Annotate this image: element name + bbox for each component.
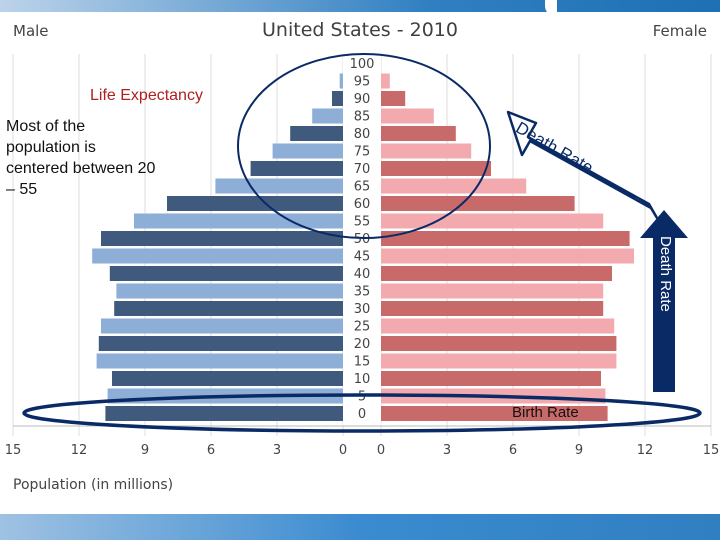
age-label-100: 100 — [350, 57, 375, 72]
male-bar-age-50 — [101, 231, 343, 246]
male-bar-age-55 — [134, 213, 343, 229]
female-bar-age-60 — [381, 196, 575, 211]
female-tick-label-4: 12 — [637, 443, 654, 458]
male-bar-age-20 — [98, 336, 343, 351]
age-label-95: 95 — [354, 75, 371, 90]
female-label: Female — [652, 22, 707, 40]
male-bar-age-70 — [250, 161, 343, 176]
female-bar-age-80 — [381, 126, 456, 141]
life-expectancy-label: Life Expectancy — [90, 87, 203, 104]
female-bar-age-70 — [381, 161, 491, 176]
female-bar-age-45 — [381, 248, 634, 264]
male-bar-age-80 — [290, 126, 343, 141]
female-bar-age-15 — [381, 353, 617, 369]
age-label-35: 35 — [354, 285, 371, 300]
age-label-20: 20 — [354, 337, 371, 352]
female-bar-age-50 — [381, 231, 630, 246]
life-expectancy-ellipse — [237, 53, 491, 239]
birth-rate-ellipse — [22, 393, 702, 433]
age-label-80: 80 — [354, 127, 371, 142]
male-tick-label-0: 15 — [5, 443, 22, 458]
female-tick-label-5: 15 — [703, 443, 720, 458]
female-bar-age-90 — [381, 91, 406, 106]
female-tick-label-0: 0 — [377, 443, 385, 458]
slide-bottom-band — [0, 514, 720, 540]
female-tick-label-2: 6 — [509, 443, 517, 458]
male-tick-label-2: 9 — [141, 443, 149, 458]
death-rate-vertical-label: Death Rate — [657, 236, 674, 312]
male-bar-age-65 — [215, 178, 343, 194]
female-bar-age-30 — [381, 301, 604, 316]
female-bar-age-10 — [381, 371, 601, 386]
male-bar-age-10 — [112, 371, 343, 386]
male-bar-age-90 — [332, 91, 343, 106]
age-axis-column — [343, 54, 381, 426]
age-label-10: 10 — [354, 372, 371, 387]
age-label-40: 40 — [354, 267, 371, 282]
male-tick-label-4: 3 — [273, 443, 281, 458]
male-bar-age-85 — [312, 108, 343, 124]
male-bar-age-45 — [92, 248, 343, 264]
male-tick-label-1: 12 — [71, 443, 88, 458]
male-bar-age-35 — [116, 283, 344, 299]
death-rate-diagonal-arrow — [506, 110, 659, 220]
female-tick-label-3: 9 — [575, 443, 583, 458]
female-bar-age-75 — [381, 143, 472, 159]
male-tick-label-5: 0 — [339, 443, 347, 458]
female-bar-age-35 — [381, 283, 604, 299]
male-bar-age-95 — [339, 73, 343, 89]
age-label-65: 65 — [354, 180, 371, 195]
female-bar-age-55 — [381, 213, 604, 229]
female-bar-age-25 — [381, 318, 615, 334]
death-rate-vertical-arrow — [640, 210, 688, 392]
male-bar-age-75 — [272, 143, 343, 159]
female-bar-age-20 — [381, 336, 617, 351]
age-label-15: 15 — [354, 355, 371, 370]
male-bar-age-0 — [105, 406, 344, 421]
age-label-0: 0 — [358, 407, 366, 422]
population-summary-note: Most of the population is centered betwe… — [6, 118, 156, 198]
male-label: Male — [13, 22, 49, 40]
age-label-5: 5 — [358, 390, 366, 405]
age-label-30: 30 — [354, 302, 371, 317]
male-bar-age-15 — [96, 353, 343, 369]
age-label-85: 85 — [354, 110, 371, 125]
female-bar-age-0 — [381, 406, 608, 421]
female-bar-age-40 — [381, 266, 612, 281]
male-bar-age-30 — [114, 301, 343, 316]
age-label-55: 55 — [354, 215, 371, 230]
female-tick-label-1: 3 — [443, 443, 451, 458]
age-label-90: 90 — [354, 92, 371, 107]
male-bar-age-60 — [167, 196, 343, 211]
female-bar-age-95 — [381, 73, 390, 89]
female-bar-age-85 — [381, 108, 434, 124]
birth-rate-label: Birth Rate — [512, 404, 579, 421]
age-label-25: 25 — [354, 320, 371, 335]
chart-title: United States - 2010 — [262, 19, 458, 41]
male-bar-age-40 — [109, 266, 343, 281]
male-tick-label-3: 6 — [207, 443, 215, 458]
age-label-60: 60 — [354, 197, 371, 212]
male-bar-age-25 — [101, 318, 343, 334]
age-label-45: 45 — [354, 250, 371, 265]
age-label-70: 70 — [354, 162, 371, 177]
x-axis-label: Population (in millions) — [13, 477, 174, 493]
female-bar-age-65 — [381, 178, 527, 194]
age-label-50: 50 — [354, 232, 371, 247]
age-label-75: 75 — [354, 145, 371, 160]
